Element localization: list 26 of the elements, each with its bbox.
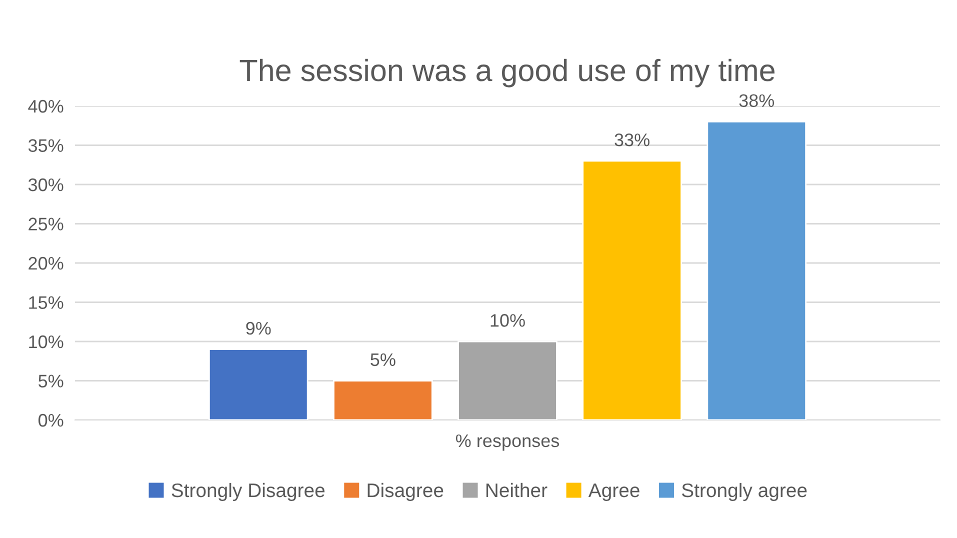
y-tick-label: 5% — [38, 374, 64, 388]
legend-label: Strongly agree — [682, 482, 807, 502]
data-label: 10% — [490, 314, 525, 327]
data-label: 5% — [370, 353, 396, 366]
bar — [582, 160, 682, 420]
legend-label: Agree — [588, 484, 640, 502]
y-tick-label: 20% — [28, 256, 64, 270]
y-tick-label: 0% — [38, 414, 64, 427]
y-tick-label: 25% — [28, 218, 64, 230]
legend-label: Strongly Disagree — [172, 482, 325, 502]
bar — [458, 340, 558, 420]
x-tick-label: % responses — [456, 434, 560, 451]
bar — [208, 348, 308, 420]
y-tick-label: 30% — [28, 178, 64, 192]
bar — [333, 380, 433, 420]
y-tick-label: 40% — [28, 100, 64, 113]
data-label: 38% — [739, 94, 774, 108]
chart-title: The session was a good use of my time — [240, 58, 774, 88]
bar — [706, 121, 807, 420]
y-tick-label: 15% — [29, 296, 64, 309]
y-tick-label: 10% — [29, 335, 64, 348]
data-label: 9% — [246, 322, 271, 335]
data-label: 33% — [614, 133, 650, 146]
legend-label: Disagree — [368, 482, 444, 502]
y-tick-label: 35% — [28, 139, 64, 152]
legend-label: Neither — [486, 482, 548, 498]
